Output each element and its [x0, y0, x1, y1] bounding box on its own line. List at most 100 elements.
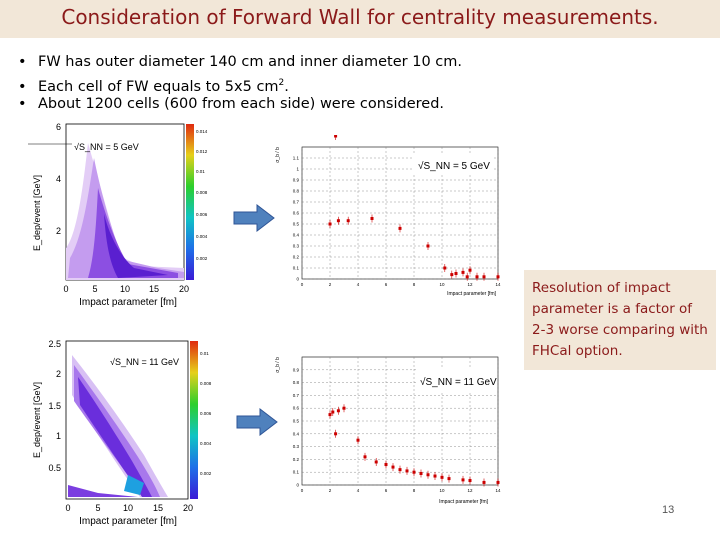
data-point: [496, 275, 500, 279]
x-tick: 15: [149, 284, 159, 294]
x-tick: 15: [153, 503, 163, 513]
x-axis-label: Impact parameter [fm]: [439, 499, 489, 505]
data-point: [328, 222, 332, 226]
z-tick: 0.014: [196, 129, 208, 134]
z-color-scale: [186, 124, 194, 280]
z-tick: 0.012: [196, 149, 208, 154]
resolution-plot-11gev: σ_b / b 0 0.1 0.2 0.3 0.4 0.5 0.6 0.7 0.8 0.9 0 2 4…: [275, 356, 501, 505]
grid-lines: [301, 147, 499, 280]
y-tick: 2: [56, 369, 61, 379]
y-tick: 2.5: [48, 339, 61, 349]
x-tick: 14: [495, 282, 501, 287]
y-tick: 0.8: [293, 380, 300, 385]
x-tick: 0: [63, 284, 68, 294]
z-tick: 0.01: [196, 169, 205, 174]
y-tick: 0.4: [293, 431, 300, 436]
x-tick: 10: [439, 282, 445, 287]
x-tick: 12: [467, 488, 473, 493]
x-tick-labels: 0 2 4 6 8 10 12 14: [301, 282, 501, 287]
data-point: [468, 268, 472, 272]
y-tick: 0.9: [293, 367, 300, 372]
bullet-dot: •: [18, 96, 27, 112]
x-tick: 2: [329, 488, 332, 493]
y-tick: 1: [56, 431, 61, 441]
data-point: [496, 480, 500, 484]
x-axis-label: Impact parameter [fm]: [79, 297, 177, 308]
x-tick: 0: [301, 488, 304, 493]
bullet-text: FW has outer diameter 140 cm and inner d…: [38, 54, 462, 70]
bullet-dot: •: [18, 78, 27, 95]
bullet-item: • Each cell of FW equals to 5x5 cm2.: [18, 73, 462, 95]
x-tick: 10: [123, 503, 133, 513]
z-tick: 0.002: [196, 256, 208, 261]
page-number: 13: [662, 504, 675, 516]
y-tick: 0.5: [293, 222, 300, 227]
data-point: [334, 432, 338, 436]
x-axis-label: Impact parameter [fm]: [447, 291, 497, 297]
y-axis-label: σ_b / b: [275, 147, 281, 163]
arrow-right-icon: [236, 408, 278, 436]
y-tick: 0.1: [293, 266, 300, 271]
z-tick: 0.01: [200, 351, 209, 356]
x-tick: 6: [385, 282, 388, 287]
data-point: [328, 413, 332, 417]
z-tick: 0.008: [200, 381, 212, 386]
data-point: [334, 135, 338, 138]
data-point: [384, 463, 388, 467]
data-point: [412, 470, 416, 474]
y-axis-label: E_dep/event [GeV]: [32, 175, 42, 251]
energy-label-box: [412, 153, 492, 175]
z-tick: 0.008: [196, 190, 208, 195]
bullet-superscript: 2: [278, 78, 285, 88]
energy-label: √S_NN = 5 GeV: [74, 142, 139, 152]
x-tick: 12: [467, 282, 473, 287]
data-point: [443, 266, 447, 270]
slide-title: Consideration of Forward Wall for centra…: [61, 5, 659, 29]
resolution-note: Resolution of impact parameter is a fact…: [524, 270, 716, 370]
y-axis-label: E_dep/event [GeV]: [32, 382, 42, 458]
bullet-list: • FW has outer diameter 140 cm and inner …: [18, 52, 462, 115]
data-point: [374, 460, 378, 464]
y-tick: 0.5: [48, 463, 61, 473]
data-point: [482, 275, 486, 279]
data-point: [336, 219, 340, 223]
x-tick: 5: [95, 503, 100, 513]
data-point: [336, 409, 340, 413]
density-cloud: [66, 143, 184, 280]
z-tick: 0.002: [200, 471, 212, 476]
bullet-suffix: .: [284, 78, 289, 95]
y-tick: 0.6: [293, 211, 300, 216]
y-tick: 4: [56, 174, 61, 184]
data-point: [468, 479, 472, 483]
y-tick: 0.9: [293, 178, 300, 183]
data-point: [482, 480, 486, 484]
x-tick: 20: [179, 284, 189, 294]
z-tick: 0.004: [196, 234, 208, 239]
y-tick-labels: 0 0.1 0.2 0.3 0.4 0.5 0.6 0.7 0.8 0.9 1 1.1: [293, 156, 300, 282]
x-tick: 20: [183, 503, 193, 513]
x-tick: 6: [385, 488, 388, 493]
bullet-item: • FW has outer diameter 140 cm and inner …: [18, 52, 462, 73]
data-points: [328, 404, 500, 487]
x-axis-label: Impact parameter [fm]: [79, 516, 177, 527]
energy-label-box: [416, 369, 496, 391]
y-tick: 0.7: [293, 200, 300, 205]
bullet-text: About 1200 cells (600 from each side) we…: [38, 96, 445, 112]
y-tick: 0.1: [293, 470, 300, 475]
y-tick: 1.1: [293, 156, 300, 161]
x-tick: 4: [357, 282, 360, 287]
x-tick: 10: [120, 284, 130, 294]
y-tick: 0.7: [293, 393, 300, 398]
data-point: [461, 478, 465, 482]
data-point: [475, 275, 479, 279]
data-point: [391, 465, 395, 469]
y-tick: 2: [56, 226, 61, 236]
y-tick: 0.2: [293, 255, 300, 260]
y-tick: 1: [296, 167, 299, 172]
x-tick: 10: [439, 488, 445, 493]
y-tick: 0.5: [293, 419, 300, 424]
energy-label: √S_NN = 11 GeV: [110, 357, 179, 367]
data-point: [426, 244, 430, 248]
data-point: [363, 455, 367, 459]
y-tick: 1.5: [48, 401, 61, 411]
